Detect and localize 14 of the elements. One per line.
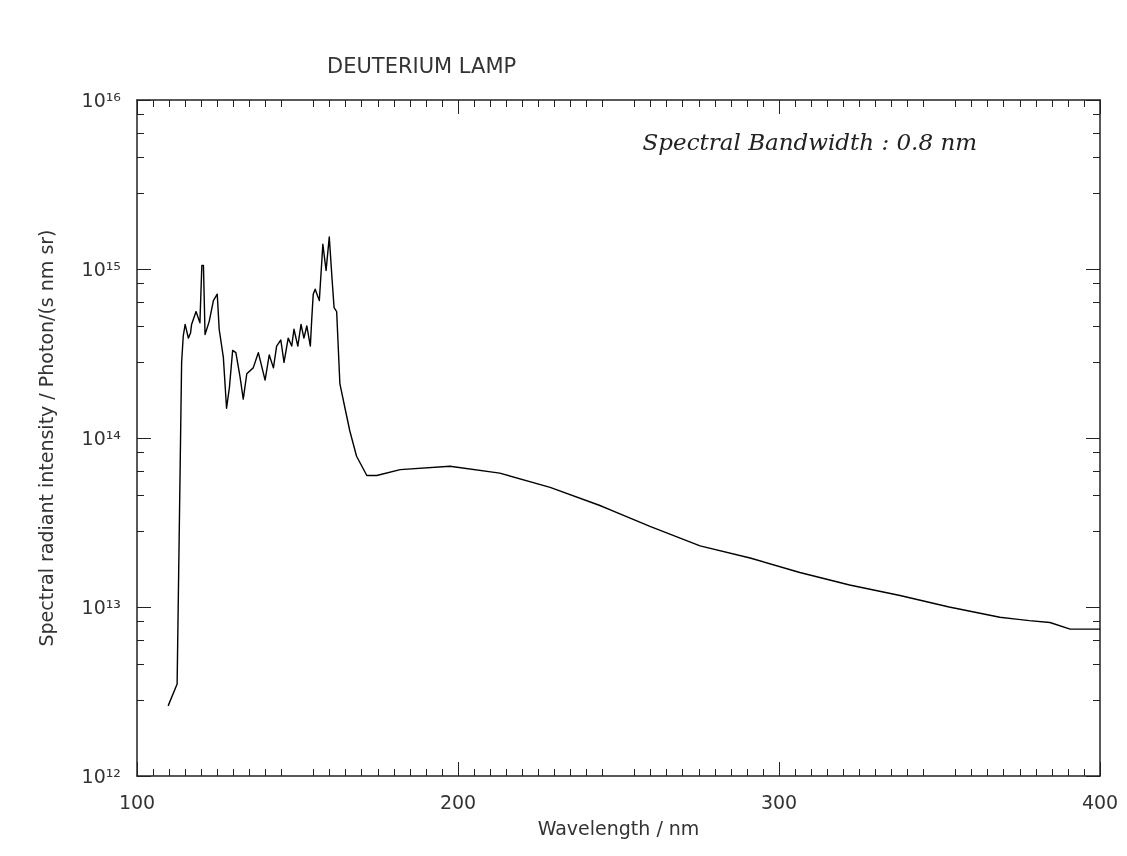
y-tick-label: 10¹² [81, 765, 121, 787]
x-tick-label: 200 [439, 790, 477, 813]
x-tick-label: 300 [760, 790, 798, 813]
y-tick-label: 10¹⁶ [81, 89, 121, 111]
y-tick-label: 10¹⁵ [81, 258, 121, 280]
x-axis-title: Wavelength / nm [537, 816, 700, 839]
y-tick-label: 10¹³ [81, 596, 121, 618]
x-tick-label: 100 [118, 790, 156, 813]
line-series [167, 236, 1101, 707]
x-tick-label: 400 [1081, 790, 1119, 813]
y-tick-label: 10¹⁴ [81, 427, 122, 449]
y-axis-title: Spectral radiant intensity / Photon/(s nm sr) [34, 229, 57, 647]
annotation: Spectral Bandwidth : 0.8 nm [642, 128, 978, 155]
chart-title: DEUTERIUM LAMP [327, 53, 517, 78]
